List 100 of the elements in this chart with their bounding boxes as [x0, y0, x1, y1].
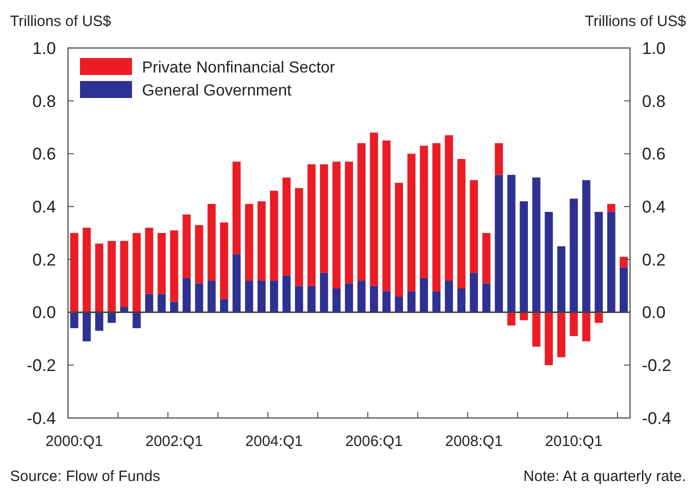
y2-tick-label: 0.8	[642, 92, 666, 111]
y2-tick-label: 0.4	[642, 198, 666, 217]
bar	[357, 280, 366, 312]
bar	[594, 312, 603, 323]
bar	[444, 280, 453, 312]
bar	[357, 143, 366, 281]
bar	[294, 188, 304, 286]
y-tick-label: 0.0	[32, 303, 56, 322]
bar	[507, 312, 516, 326]
bar	[232, 162, 241, 254]
y-tick-label: 0.8	[32, 92, 56, 111]
bar	[208, 280, 216, 312]
bar	[570, 198, 578, 312]
x-tick-label: 2002:Q1	[145, 433, 203, 450]
y-axis-title: Trillions of US$	[10, 13, 112, 30]
y-tick-label: -0.4	[26, 408, 56, 428]
y-tick-label: 1.0	[32, 38, 56, 58]
bar	[220, 299, 228, 312]
bar	[220, 222, 228, 300]
bar	[294, 286, 304, 312]
bar	[158, 233, 166, 294]
bar	[108, 312, 116, 323]
y-tick-label: 0.6	[32, 144, 56, 164]
bar	[432, 291, 440, 312]
bar	[282, 275, 291, 312]
bar	[532, 312, 540, 347]
bar	[320, 164, 328, 273]
bar	[82, 228, 91, 312]
bar	[332, 288, 341, 312]
y-tick-label: 0.2	[32, 250, 56, 270]
x-tick-label: 2010:Q1	[545, 433, 603, 450]
bar	[158, 294, 166, 312]
bar	[108, 240, 116, 312]
bar	[557, 246, 566, 312]
bar	[82, 312, 91, 342]
bar	[482, 233, 490, 284]
bar	[320, 272, 328, 312]
bar	[420, 146, 428, 278]
bar	[344, 162, 354, 284]
bar	[544, 312, 553, 366]
bar	[494, 174, 503, 312]
bar	[432, 143, 440, 292]
bar	[145, 228, 154, 294]
source-note: Source: Flow of Funds	[10, 468, 160, 485]
y2-tick-label: 0.2	[642, 250, 666, 270]
x-tick-label: 2006:Q1	[345, 433, 403, 450]
bar	[507, 174, 516, 312]
bar	[594, 212, 603, 312]
bar	[70, 233, 78, 312]
bar	[332, 162, 341, 288]
bar	[607, 212, 616, 312]
bar	[258, 201, 266, 281]
x-tick-label: 2000:Q1	[45, 433, 104, 450]
bar	[182, 278, 191, 312]
y-tick-label: 0.4	[32, 198, 56, 217]
bar	[532, 178, 540, 312]
y2-tick-label: 0.6	[642, 144, 666, 164]
bar	[394, 296, 404, 312]
bar	[95, 244, 104, 312]
bar	[482, 283, 490, 312]
bar	[620, 256, 628, 268]
bar	[457, 288, 466, 312]
y2-axis-title: Trillions of US$	[584, 13, 687, 30]
y2-tick-label: -0.4	[642, 408, 672, 428]
bar	[195, 283, 204, 312]
bar	[544, 212, 553, 312]
x-tick-label: 2008:Q1	[445, 433, 503, 450]
bar	[407, 154, 416, 292]
bar	[170, 230, 178, 302]
bar	[70, 312, 78, 328]
bar	[582, 312, 590, 342]
bar	[382, 291, 391, 312]
bar	[557, 312, 566, 358]
bar	[344, 283, 354, 312]
bar	[494, 143, 503, 175]
bar	[232, 254, 241, 312]
y-tick-label: -0.2	[26, 356, 56, 376]
bar	[120, 240, 128, 307]
bar	[444, 135, 453, 281]
bar	[95, 312, 104, 331]
bar	[394, 182, 404, 296]
bar	[470, 272, 478, 312]
text: Note: At a quarterly rate.	[523, 468, 686, 485]
x-tick-label: 2004:Q1	[245, 433, 303, 450]
y2-tick-label: 0.0	[642, 303, 666, 322]
bar	[258, 280, 266, 312]
y2-tick-label: -0.2	[642, 356, 672, 376]
bar	[182, 214, 191, 278]
bar	[582, 180, 590, 312]
bar	[470, 180, 478, 273]
bar	[370, 132, 378, 286]
bar	[145, 294, 154, 312]
bar	[270, 190, 278, 281]
bar	[170, 302, 178, 312]
bar	[457, 159, 466, 288]
bar	[195, 225, 204, 284]
bar	[307, 164, 316, 286]
bar	[607, 204, 616, 212]
bar	[132, 233, 141, 312]
bar	[245, 280, 254, 312]
